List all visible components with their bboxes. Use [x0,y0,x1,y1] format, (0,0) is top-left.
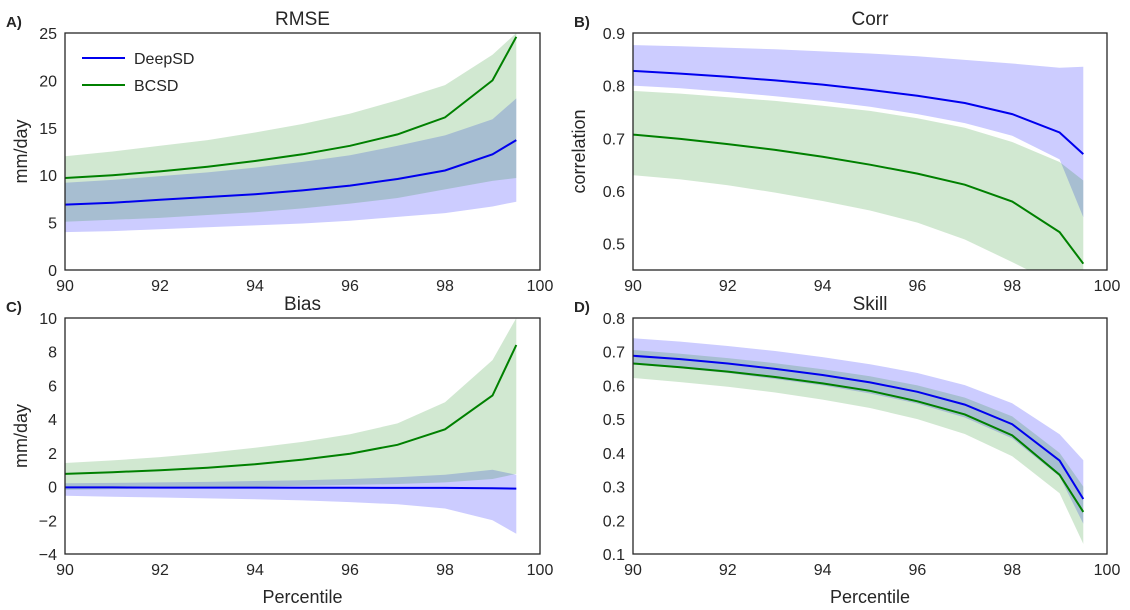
x-tick-label: 98 [436,278,454,295]
x-tick-label: 90 [624,278,642,295]
x-tick-label: 100 [527,278,554,295]
bcsd-band [65,33,517,222]
y-tick-label: 0.2 [603,513,625,530]
x-tick-label: 94 [246,278,264,295]
panel-label: B) [574,14,590,31]
y-tick-label: 8 [48,345,57,362]
y-tick-label: 0.4 [603,446,625,463]
x-tick-label: 96 [909,278,927,295]
deepsd-line [65,139,517,206]
y-tick-label: 4 [48,412,57,429]
y-axis-label: correlation [569,109,589,193]
x-tick-label: 92 [719,278,737,295]
axes-frame [64,317,541,555]
panel-label: A) [6,14,22,31]
y-tick-label: 0.5 [603,237,625,254]
bcsd-band [65,318,517,490]
y-tick-label: 5 [48,216,57,233]
chart-panel-1: 90 92 94 96 98 100 0 5 10 15 20 25 RMSE A) mm/day DeepS… [6,9,553,295]
panel-label: C) [6,299,22,316]
y-tick-label: 10 [39,311,57,328]
y-tick-label: 2 [48,446,57,463]
axes-frame [64,32,541,271]
axes-frame [632,32,1108,271]
x-tick-label: 100 [1094,278,1121,295]
y-tick-label: 6 [48,378,57,395]
bcsd-line [65,344,518,475]
y-tick-label: 20 [39,73,57,90]
y-tick-label: 0.5 [603,412,625,429]
y-tick-label: 0.1 [603,547,625,564]
chart-title: Corr [852,9,890,30]
deepsd-band [65,469,517,534]
x-tick-label: 96 [341,278,359,295]
plot-area [65,33,518,233]
axes-frame [632,317,1108,555]
y-tick-label: 0.9 [603,26,625,43]
x-tick-label: 98 [436,562,454,579]
y-axis-label: mm/day [11,404,31,468]
deepsd-line [633,354,1085,500]
bcsd-line [65,36,518,179]
deepsd-band [633,338,1084,524]
y-tick-label: 0.6 [603,184,625,201]
legend-bcsd-label: BCSD [134,78,178,95]
x-tick-label: 96 [341,562,359,579]
chart-title: Skill [853,294,888,315]
panel-label: D) [574,299,590,316]
x-axis-label: Percentile [262,587,342,607]
x-tick-label: 90 [56,278,74,295]
plot-area [633,45,1085,270]
y-tick-label: 0.3 [603,480,625,497]
y-tick-label: 0 [48,263,57,280]
x-tick-label: 92 [151,278,169,295]
deepsd-line [65,486,517,490]
y-tick-label: −4 [39,547,57,564]
chart-title: Bias [284,294,321,315]
plot-area [65,318,518,534]
x-tick-label: 90 [56,562,74,579]
y-tick-label: 15 [39,121,57,138]
x-tick-label: 94 [814,562,832,579]
legend-deepsd-label: DeepSD [134,51,194,68]
chart-panel-4: 90 92 94 96 98 100 0.1 0.2 0.3 0.4 0.5 0.6 0.7 0.8 Ski… [574,294,1120,607]
bcsd-band [633,350,1084,544]
y-tick-label: 0.6 [603,378,625,395]
x-tick-label: 100 [1094,562,1121,579]
chart-title: RMSE [275,9,330,30]
x-tick-label: 94 [246,562,264,579]
legend: DeepSD BCSD [82,51,194,95]
y-axis-label: mm/day [11,119,31,183]
chart-panel-2: 90 92 94 96 98 100 0.5 0.6 0.7 0.8 0.9 Corr B) correl… [569,9,1121,295]
y-tick-label: 0.7 [603,345,625,362]
x-axis-label: Percentile [830,587,910,607]
y-tick-label: 0.7 [603,131,625,148]
x-tick-label: 98 [1003,278,1021,295]
x-tick-label: 94 [814,278,832,295]
deepsd-band [633,45,1084,218]
x-tick-label: 96 [909,562,927,579]
y-tick-label: 25 [39,26,57,43]
y-tick-label: −2 [39,513,57,530]
chart-panel-3: 90 92 94 96 98 100 −4 −2 0 2 4 6 8 10 Bias C) mm/day Perc… [6,294,553,607]
y-tick-label: 0.8 [603,311,625,328]
plot-area [633,338,1085,544]
deepsd-line [633,69,1084,155]
bcsd-line [633,362,1085,513]
y-tick-label: 10 [39,168,57,185]
x-tick-label: 90 [624,562,642,579]
x-tick-label: 92 [719,562,737,579]
bcsd-line [633,133,1085,265]
y-tick-label: 0.8 [603,79,625,96]
bcsd-band [633,90,1084,270]
y-tick-label: 0 [48,480,57,497]
x-tick-label: 100 [527,562,554,579]
x-tick-label: 98 [1003,562,1021,579]
x-tick-label: 92 [151,562,169,579]
